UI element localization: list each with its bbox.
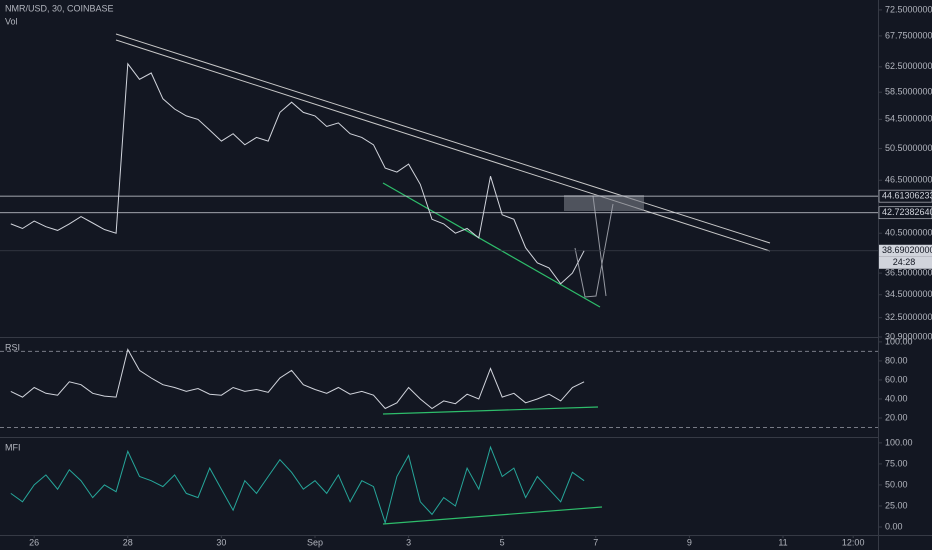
y-tick-label: 25.00 [885, 500, 908, 510]
x-tick-label: 30 [216, 537, 226, 547]
y-tick-label: 58.50000000 [885, 87, 932, 97]
trend-line [115, 33, 771, 244]
level-label-box [878, 189, 932, 203]
x-tick-label: 28 [123, 537, 133, 547]
y-tick-label: 60.00 [885, 374, 908, 384]
x-tick-label: 12:00 [842, 537, 865, 547]
y-tick-label: 54.50000000 [885, 114, 932, 124]
y-tick-label: 75.00 [885, 458, 908, 468]
mfi-label: MFI [5, 442, 21, 452]
level-label-box [879, 244, 932, 257]
rsi-label: RSI [5, 342, 20, 352]
symbol-title: NMR/USD, 30, COINBASE [5, 3, 114, 13]
y-tick-label: 0.00 [885, 521, 903, 531]
y-tick-label: 34.50000000 [885, 289, 932, 299]
y-tick-label: 72.50000000 [885, 4, 932, 14]
y-tick-label: 100.00 [885, 437, 913, 447]
x-tick-label: 11 [778, 537, 787, 547]
y-tick-label: 80.00 [885, 355, 908, 365]
level-label: 42.72382640 [882, 207, 932, 217]
x-tick-label: 26 [29, 537, 39, 547]
y-tick-label: 62.50000000 [885, 61, 932, 71]
level-label-box [878, 206, 932, 220]
y-tick-label: 100.00 [885, 336, 913, 346]
countdown-box [879, 256, 932, 269]
volume-label: Vol [5, 16, 18, 26]
zone-box [564, 195, 644, 211]
trend-line [115, 39, 771, 252]
y-tick-label: 40.50000000 [885, 228, 932, 238]
y-tick-label: 46.50000000 [885, 175, 932, 185]
x-tick-label: 9 [687, 537, 692, 547]
y-tick-label: 40.00 [885, 393, 908, 403]
x-tick-label: 5 [500, 537, 505, 547]
series-line [10, 445, 585, 525]
rsi-divergence-line [382, 406, 599, 415]
level-label: 44.61306233 [882, 191, 932, 201]
y-tick-label: 50.00 [885, 479, 908, 489]
countdown: 24:28 [893, 257, 916, 267]
y-tick-label: 36.50000000 [885, 267, 932, 277]
series-line [10, 62, 585, 285]
y-tick-label: 50.50000000 [885, 143, 932, 153]
mfi-divergence-line [382, 506, 603, 525]
y-tick-label: 30.90000000 [885, 331, 932, 341]
y-tick-label: 20.00 [885, 412, 908, 422]
series-line [10, 348, 585, 410]
x-tick-label: Sep [307, 537, 323, 547]
level-label: 38.69020000 [882, 245, 932, 255]
y-tick-label: 32.50000000 [885, 312, 932, 322]
y-tick-label: 67.75000000 [885, 30, 932, 40]
x-tick-label: 7 [593, 537, 598, 547]
x-tick-label: 3 [406, 537, 411, 547]
support-line [382, 182, 601, 308]
